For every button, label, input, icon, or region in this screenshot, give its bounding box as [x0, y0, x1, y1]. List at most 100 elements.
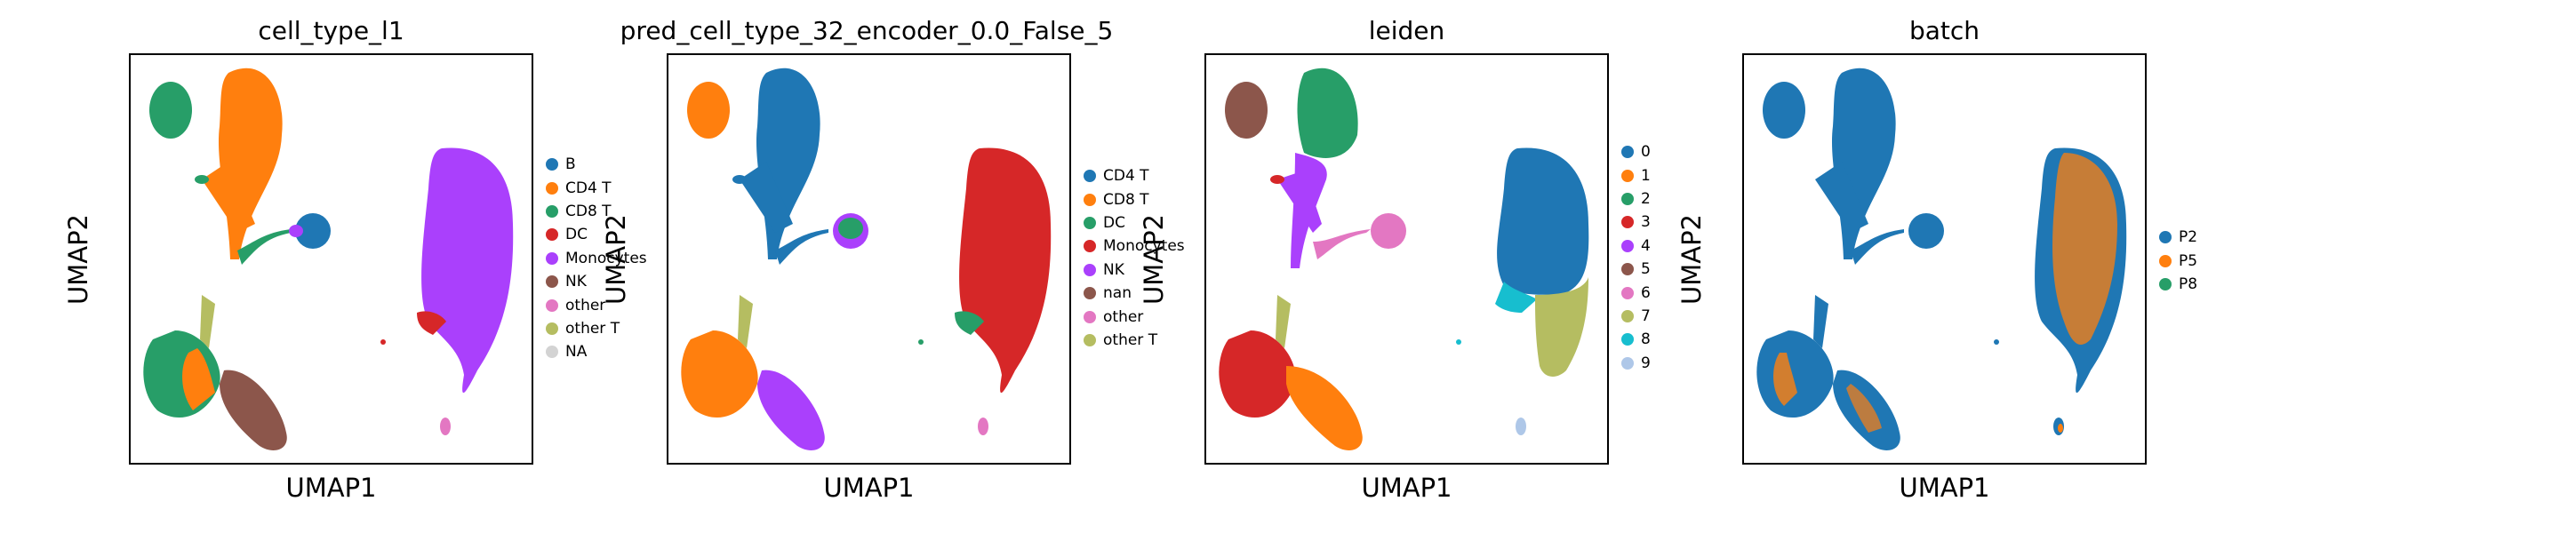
cluster-blob: [1286, 366, 1363, 450]
panel-title: batch: [1908, 16, 1980, 45]
cluster-blob: [1846, 384, 1882, 433]
cluster-blob: [1219, 330, 1296, 418]
cluster-blob: [1756, 330, 1834, 418]
legend-item: B: [546, 153, 647, 176]
plot-area: [129, 53, 533, 465]
legend-label: 3: [1641, 213, 1651, 232]
cluster-blob: [1456, 339, 1461, 345]
cluster-blob: [1908, 213, 1944, 249]
cluster-blob: [2052, 153, 2117, 345]
x-axis-label: UMAP1: [823, 473, 915, 503]
panel-pred-cell-type: pred_cell_type_32_encoder_0.0_False_5 UM…: [538, 0, 1185, 533]
legend-marker: [1621, 309, 1634, 322]
legend-item: 1: [1621, 163, 1651, 187]
plot-area: [667, 53, 1071, 465]
legend-item: P5: [2159, 249, 2197, 272]
legend-item: P2: [2159, 226, 2197, 249]
legend-marker: [2159, 254, 2172, 267]
panel-cell-type-l1: cell_type_l1 UMAP2 UMAP1: [0, 0, 647, 533]
legend-label: other: [1103, 307, 1144, 326]
legend-label: NK: [1103, 260, 1124, 279]
cluster-blob: [1813, 295, 1828, 348]
legend-marker: [2159, 231, 2172, 244]
legend-item: CD8 T: [546, 200, 647, 223]
legend-marker: [1621, 356, 1634, 370]
cluster-blob: [417, 311, 446, 335]
legend-marker: [546, 346, 558, 359]
legend-label: B: [565, 155, 576, 174]
legend-item: NK: [546, 270, 647, 293]
legend-label: P5: [2179, 251, 2198, 270]
legend-marker: [1621, 239, 1634, 252]
legend-marker: [546, 251, 558, 265]
legend-label: DC: [565, 226, 588, 244]
legend-label: 0: [1641, 143, 1651, 162]
cluster-blob: [1994, 339, 1999, 345]
cluster-blob: [1763, 82, 1805, 139]
legend-marker: [1621, 169, 1634, 182]
legend-item: CD4 T: [546, 176, 647, 199]
legend-marker: [546, 298, 558, 312]
plot-area: [1742, 53, 2147, 465]
legend-marker: [546, 275, 558, 289]
legend-item: other: [1084, 305, 1185, 328]
legend-item: Monocytes: [546, 247, 647, 270]
y-axis-label: UMAP2: [63, 213, 93, 306]
legend-marker: [1084, 170, 1096, 183]
cluster-blob: [1495, 282, 1537, 313]
legend: B CD4 T CD8 T DC Monocytes NK other othe…: [546, 153, 647, 364]
legend-marker: [2159, 277, 2172, 290]
x-axis-label: UMAP1: [1899, 473, 1990, 503]
legend-label: P2: [2179, 228, 2198, 247]
legend-label: CD4 T: [1103, 167, 1149, 186]
cluster-blob: [1851, 229, 1904, 265]
legend-label: P8: [2179, 274, 2198, 293]
legend-item: other: [546, 293, 647, 316]
legend-marker: [1084, 193, 1096, 206]
cluster-blob: [421, 147, 514, 394]
legend-item: DC: [1084, 211, 1185, 235]
cluster-blob: [220, 370, 287, 450]
cluster-blob: [289, 225, 303, 237]
panel-title: cell_type_l1: [258, 16, 404, 45]
legend-label: other: [565, 296, 606, 314]
cluster-blob: [440, 418, 451, 435]
legend-marker: [546, 204, 558, 218]
legend-marker: [1621, 263, 1634, 276]
cluster-blob: [959, 147, 1052, 394]
x-axis-label: UMAP1: [1361, 473, 1452, 503]
legend-marker: [1084, 287, 1096, 300]
legend-label: NK: [565, 273, 587, 291]
legend-item: nan: [1084, 282, 1185, 305]
cluster-blob: [757, 370, 825, 450]
cluster-blob: [978, 418, 988, 435]
cluster-blob: [1815, 162, 1868, 233]
legend-marker: [1084, 310, 1096, 323]
legend-label: 1: [1641, 166, 1651, 185]
cluster-blob: [182, 348, 215, 410]
legend-marker: [546, 181, 558, 195]
cluster-blob: [740, 162, 793, 233]
legend-label: NA: [565, 343, 588, 362]
legend-label: 6: [1641, 283, 1651, 302]
cluster-blob: [1497, 147, 1589, 295]
cluster-blob: [775, 229, 828, 265]
legend-item: other T: [1084, 329, 1185, 352]
legend-label: 7: [1641, 306, 1651, 325]
legend-marker: [1621, 286, 1634, 299]
panel-leiden: leiden UMAP2 UMAP1 0: [1076, 0, 1651, 533]
cluster-blob: [1371, 213, 1406, 249]
cluster-blob: [732, 175, 747, 184]
cluster-blob: [955, 311, 984, 335]
cluster-blob: [202, 162, 255, 233]
umap-scatter: [1219, 68, 1589, 450]
cluster-blob: [1516, 418, 1526, 435]
legend-marker: [546, 158, 558, 171]
cluster-blob: [1277, 171, 1322, 233]
cluster-blob: [918, 339, 924, 345]
legend-label: 2: [1641, 189, 1651, 208]
legend-item: 7: [1621, 305, 1651, 328]
cluster-blob: [681, 330, 758, 418]
legend-marker: [1084, 333, 1096, 346]
